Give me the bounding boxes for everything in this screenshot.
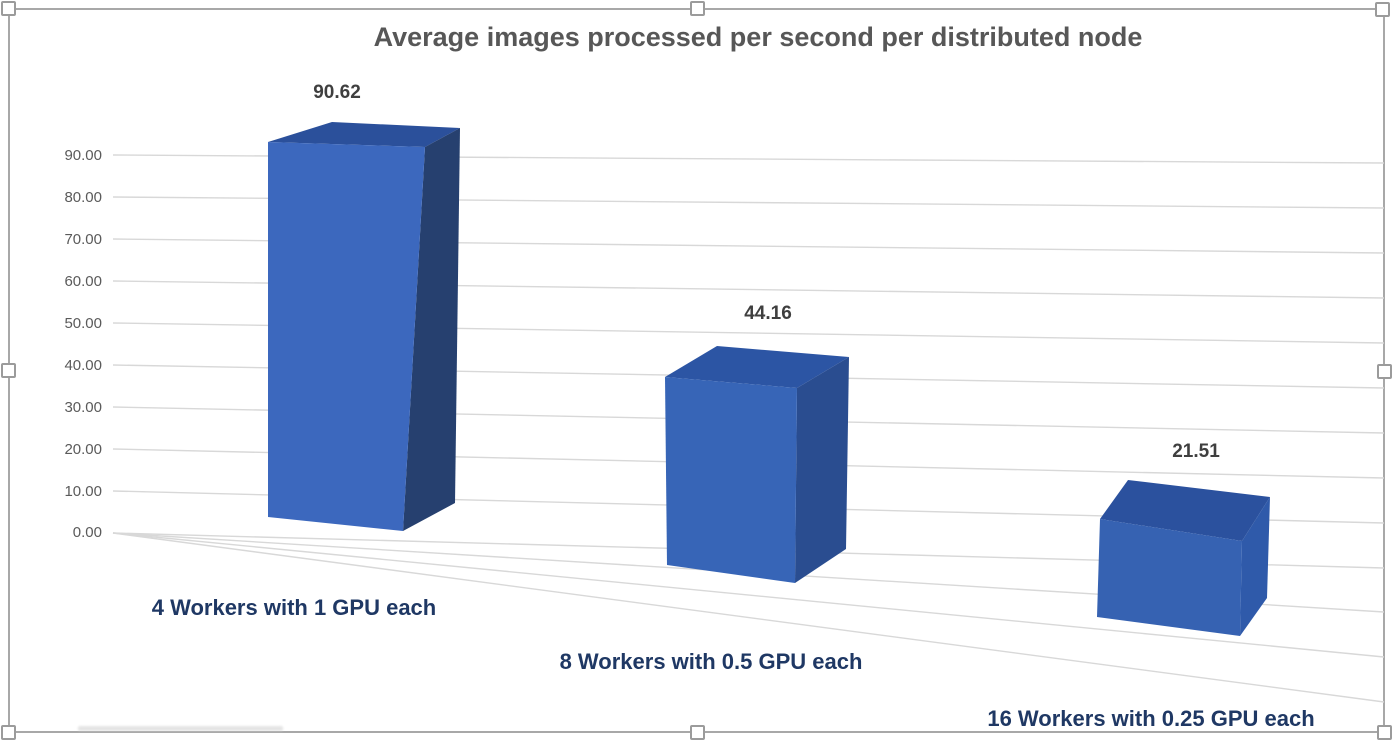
bar-8-workers-halfgpu[interactable] — [665, 346, 849, 583]
cropped-text-remnant — [78, 726, 283, 731]
bar1-side-face[interactable] — [403, 128, 460, 531]
data-label-bar1: 90.62 — [313, 82, 361, 103]
y-axis-tick-label: 80.00 — [64, 189, 102, 206]
bar1-front-face[interactable] — [268, 142, 425, 531]
category-label-3: 16 Workers with 0.25 GPU each — [987, 706, 1315, 731]
category-label-2: 8 Workers with 0.5 GPU each — [559, 649, 863, 674]
y-axis-tick-label: 0.00 — [72, 524, 102, 541]
selection-handle-bottom-center[interactable] — [690, 725, 705, 740]
selection-handle-bottom-left[interactable] — [1, 725, 16, 740]
bar-4-workers-1gpu[interactable] — [268, 122, 460, 531]
bar3-side-face[interactable] — [1240, 497, 1270, 636]
category-label-1: 4 Workers with 1 GPU each — [151, 595, 437, 620]
data-label-bar2: 44.16 — [744, 303, 792, 324]
bar3-front-face[interactable] — [1097, 519, 1242, 636]
bar1-top-face[interactable] — [268, 122, 460, 147]
bar2-side-face[interactable] — [795, 357, 849, 583]
y-axis-tick-label: 50.00 — [64, 315, 102, 332]
y-axis-tick-label: 20.00 — [64, 441, 102, 458]
y-axis-tick-label: 40.00 — [64, 357, 102, 374]
bar2-front-face[interactable] — [665, 377, 797, 583]
selection-handle-bottom-right[interactable] — [1377, 725, 1392, 740]
bar-16-workers-quartergpu[interactable] — [1097, 480, 1270, 636]
y-axis-tick-label: 70.00 — [64, 231, 102, 248]
y-axis-tick-label: 30.00 — [64, 399, 102, 416]
bar2-top-face[interactable] — [665, 346, 849, 388]
selection-handle-top-left[interactable] — [1, 1, 16, 16]
selection-handle-middle-right[interactable] — [1377, 364, 1392, 379]
selection-handle-top-center[interactable] — [690, 1, 705, 16]
chart-title: Average images processed per second per … — [373, 22, 1143, 52]
bar3-top-face[interactable] — [1100, 480, 1270, 541]
y-axis-tick-label: 10.00 — [64, 483, 102, 500]
data-label-bar3: 21.51 — [1172, 441, 1220, 462]
selection-handle-top-right[interactable] — [1375, 2, 1390, 17]
selection-handle-middle-left[interactable] — [1, 363, 16, 378]
y-axis-tick-label: 90.00 — [64, 147, 102, 164]
y-axis-tick-label: 60.00 — [64, 273, 102, 290]
